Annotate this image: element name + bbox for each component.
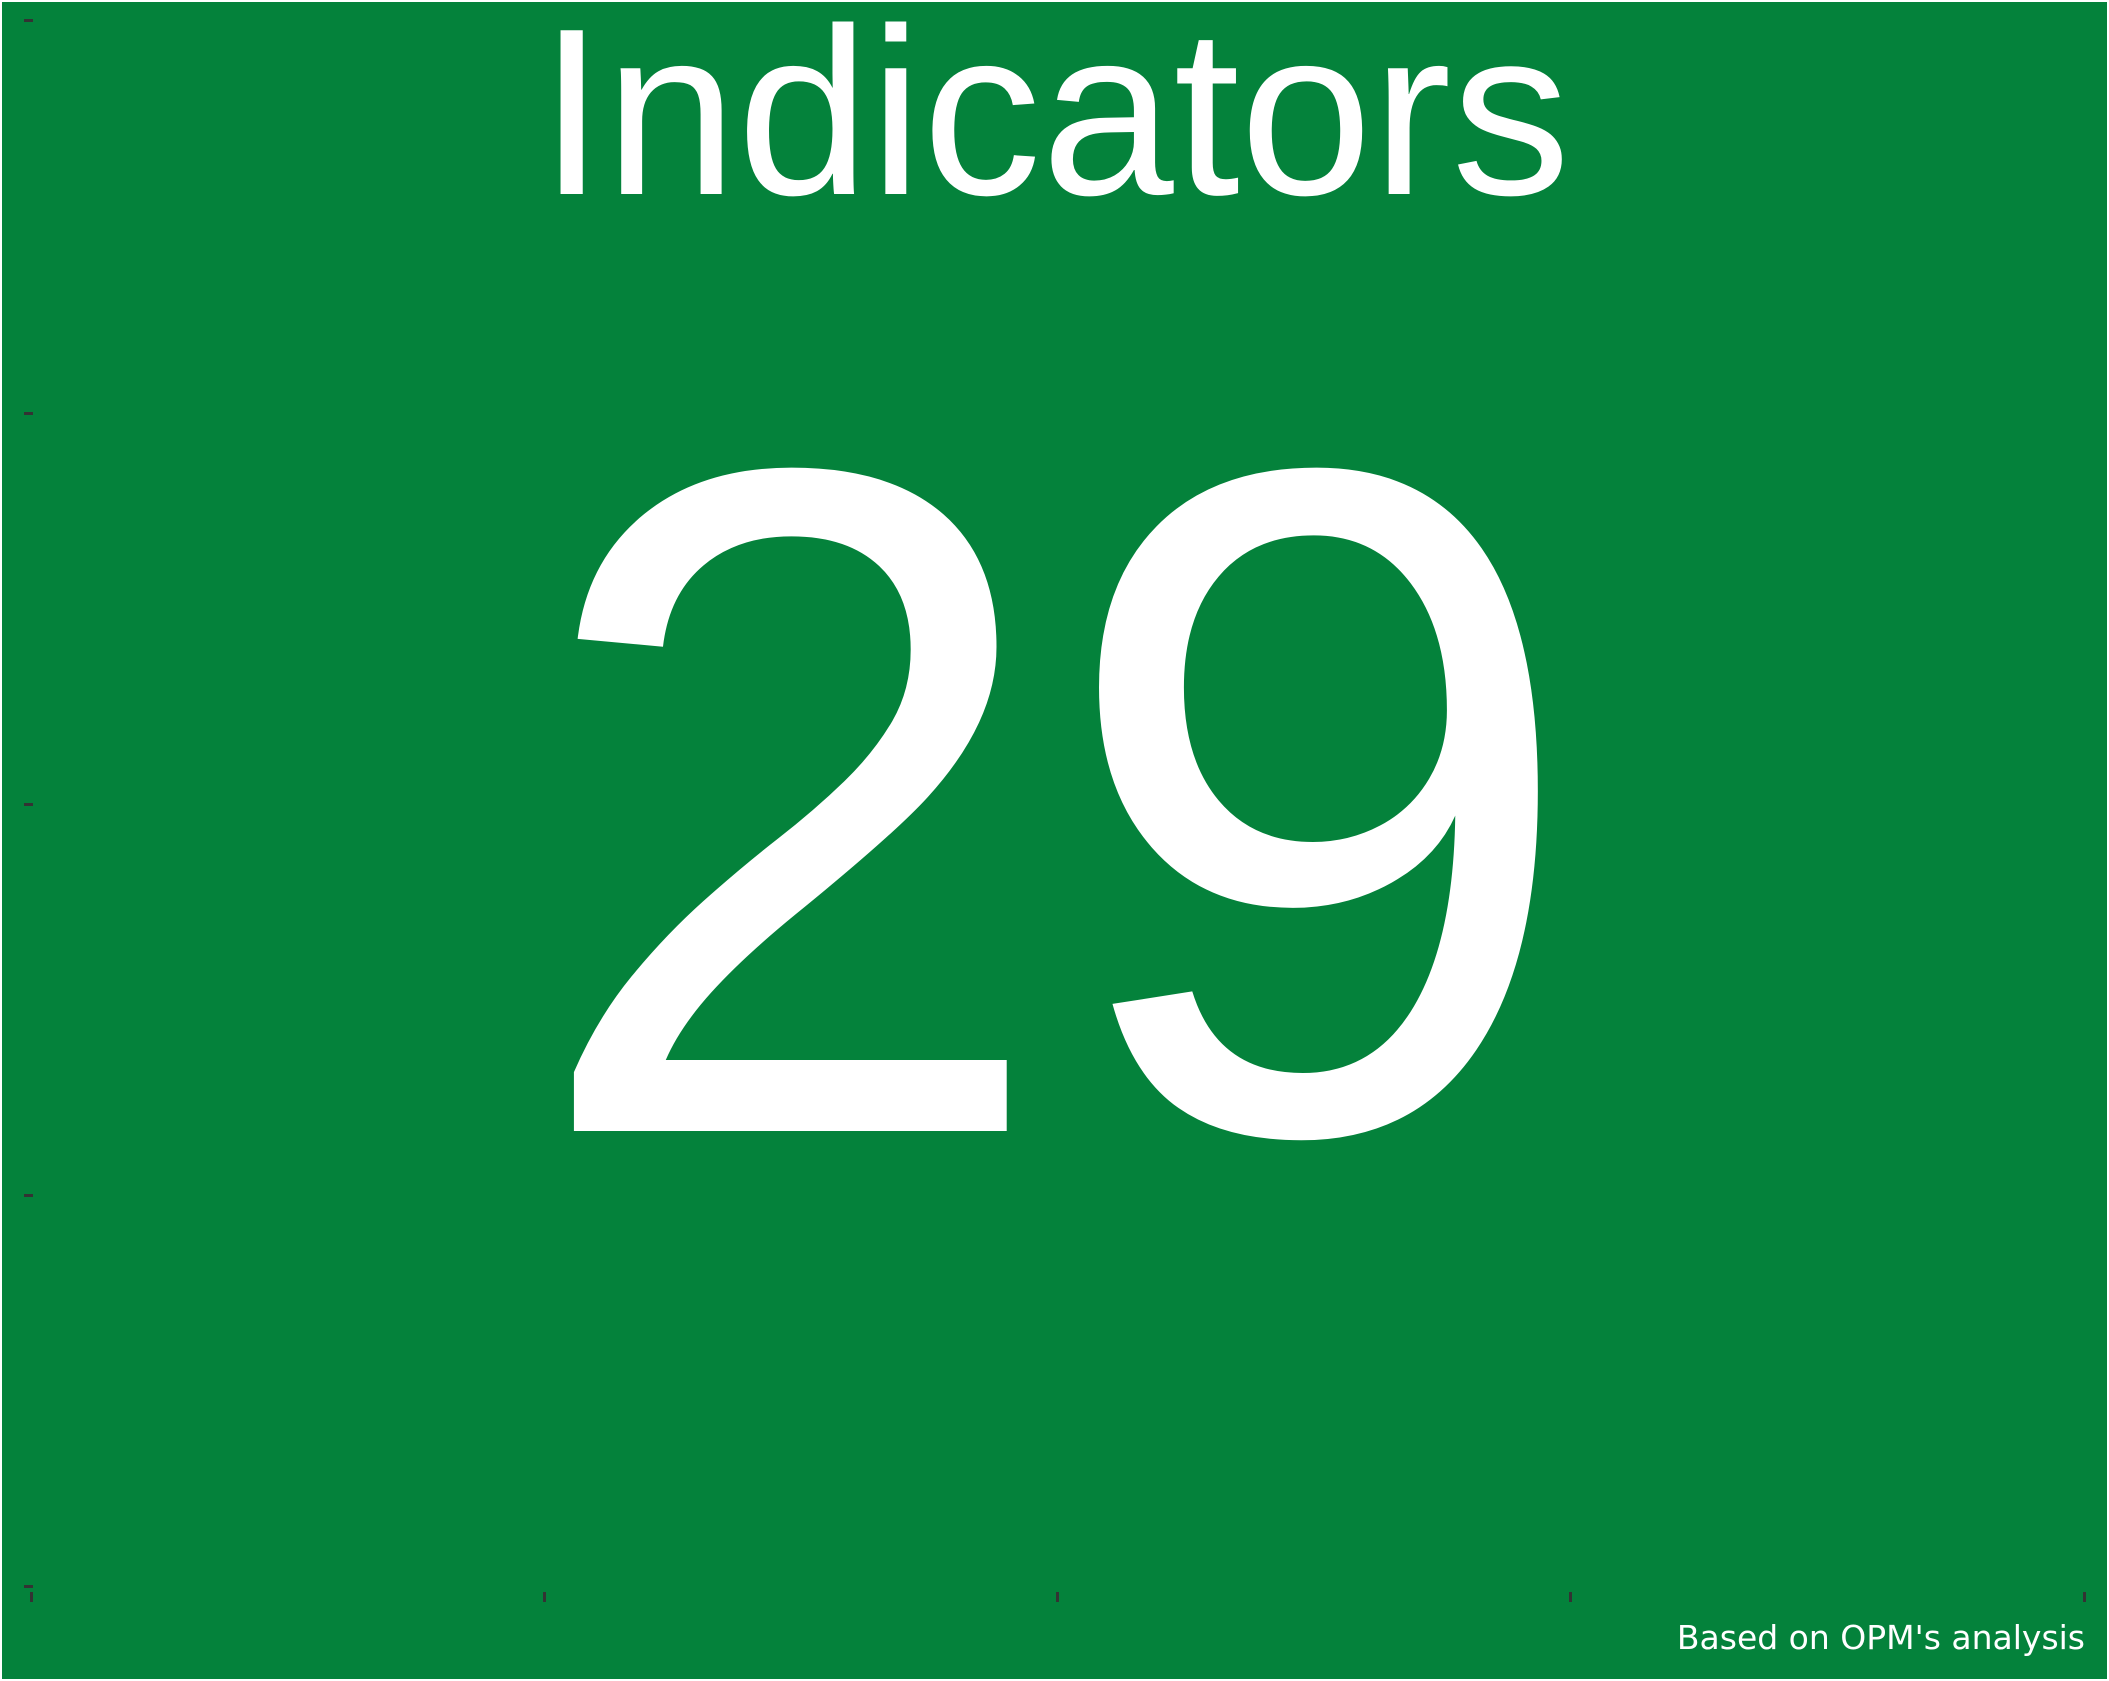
kpi-title: Indicators: [538, 2, 1571, 245]
axis-tick: [24, 1194, 33, 1197]
kpi-value: 29: [526, 272, 1583, 1333]
axis-tick: [1056, 1592, 1059, 1602]
axis-tick: [543, 1592, 546, 1602]
axis-tick: [1569, 1592, 1572, 1602]
axis-tick: [30, 1592, 33, 1602]
axis-tick: [2083, 1592, 2086, 1602]
axis-tick: [24, 1585, 33, 1588]
axis-tick: [24, 19, 33, 22]
kpi-caption: Based on OPM's analysis: [1676, 1618, 2085, 1657]
axis-tick: [24, 412, 33, 415]
axis-tick: [24, 803, 33, 806]
